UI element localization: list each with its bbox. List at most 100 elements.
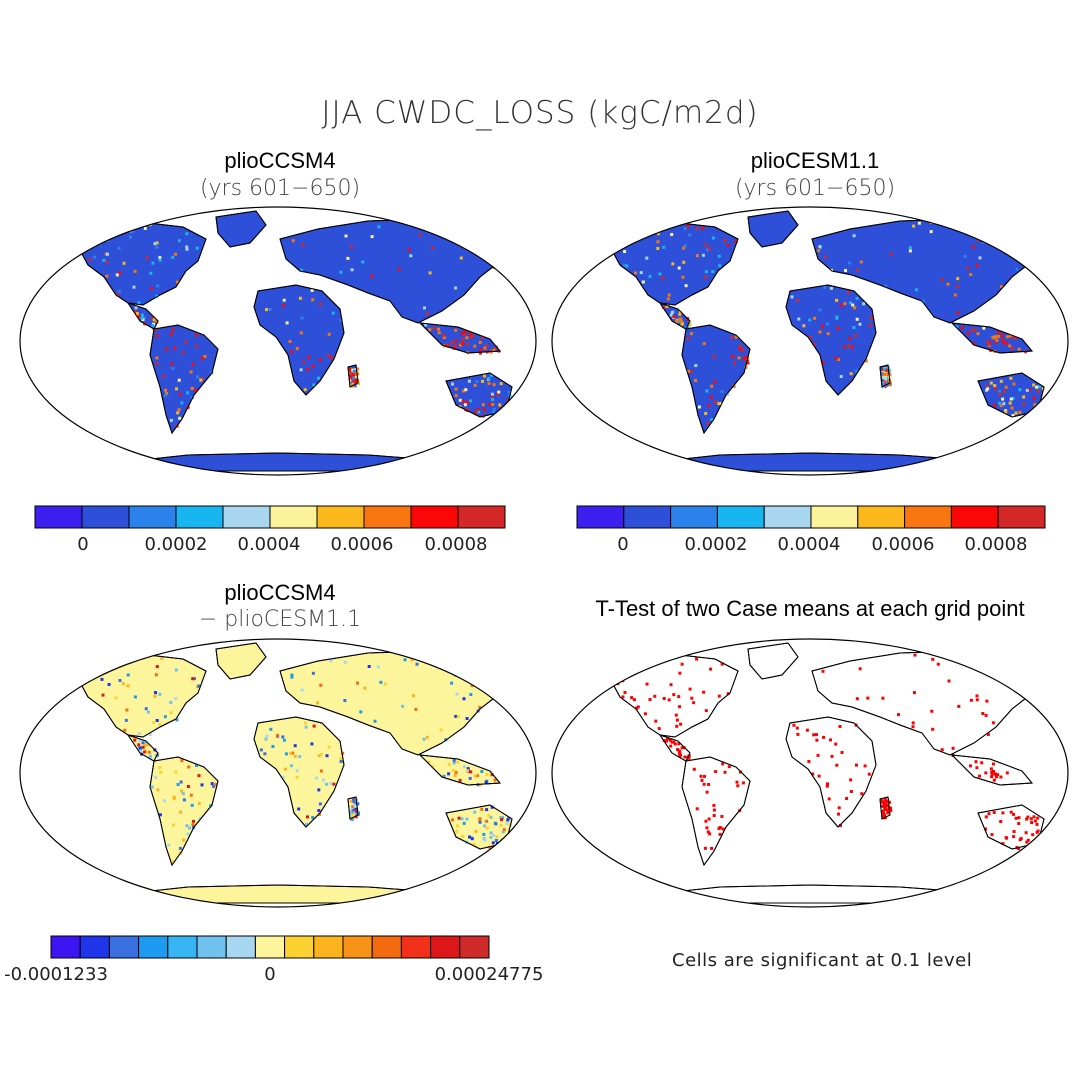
grid-cell bbox=[692, 767, 696, 771]
grid-cell bbox=[868, 323, 872, 327]
grid-cell bbox=[707, 783, 711, 786]
grid-cell bbox=[148, 756, 152, 760]
grid-cell bbox=[506, 398, 510, 402]
grid-cell bbox=[483, 374, 486, 378]
grid-cell bbox=[827, 797, 831, 801]
grid-cell bbox=[690, 332, 693, 336]
grid-cell bbox=[169, 700, 173, 704]
grid-cell bbox=[808, 318, 812, 322]
grid-cell bbox=[200, 357, 204, 361]
grid-cell bbox=[687, 369, 690, 373]
map-panel-a bbox=[19, 206, 537, 476]
grid-cell bbox=[354, 373, 358, 377]
grid-cell bbox=[854, 333, 858, 337]
grid-cell bbox=[179, 780, 183, 784]
grid-cell bbox=[707, 404, 711, 407]
grid-cell bbox=[679, 319, 683, 323]
grid-cell bbox=[492, 407, 496, 411]
grid-cell bbox=[683, 326, 687, 329]
grid-cell bbox=[634, 271, 637, 275]
grid-cell bbox=[101, 693, 105, 697]
grid-cell bbox=[158, 258, 162, 262]
grid-cell bbox=[953, 293, 957, 297]
grid-cell bbox=[169, 332, 173, 336]
grid-cell bbox=[316, 701, 320, 705]
grid-cell bbox=[839, 303, 843, 307]
colorbar-swatch bbox=[670, 505, 718, 529]
grid-cell bbox=[1022, 395, 1026, 399]
grid-cell bbox=[295, 769, 299, 773]
grid-cell bbox=[1025, 840, 1029, 844]
grid-cell bbox=[350, 817, 354, 821]
grid-cell bbox=[682, 246, 686, 250]
panel-d-title: T-Test of two Case means at each grid po… bbox=[595, 596, 1025, 621]
grid-cell bbox=[144, 707, 148, 711]
grid-cell bbox=[473, 810, 477, 814]
grid-cell bbox=[487, 382, 491, 385]
grid-cell bbox=[1026, 838, 1030, 842]
grid-cell bbox=[1005, 771, 1009, 775]
grid-cell bbox=[329, 781, 333, 785]
grid-cell bbox=[158, 722, 162, 726]
grid-cell bbox=[492, 348, 496, 352]
grid-cell bbox=[656, 240, 660, 244]
grid-cell bbox=[349, 808, 353, 812]
grid-cell bbox=[705, 790, 709, 794]
grid-cell bbox=[491, 841, 495, 845]
panel-a-title: plioCCSM4 bbox=[224, 148, 336, 173]
grid-cell bbox=[688, 687, 692, 691]
grid-cell bbox=[854, 369, 858, 373]
grid-cell bbox=[997, 330, 1001, 334]
grid-cell bbox=[502, 678, 506, 681]
grid-cell bbox=[285, 321, 289, 325]
grid-cell bbox=[723, 239, 727, 242]
grid-cell bbox=[178, 393, 182, 397]
grid-cell bbox=[463, 330, 467, 334]
grid-cell bbox=[466, 767, 470, 771]
grid-cell bbox=[837, 806, 841, 810]
grid-cell bbox=[188, 826, 192, 830]
grid-cell bbox=[167, 843, 171, 847]
grid-cell bbox=[847, 291, 850, 294]
grid-cell bbox=[191, 362, 195, 366]
grid-cell bbox=[176, 411, 180, 415]
grid-cell bbox=[974, 760, 978, 764]
grid-cell bbox=[143, 750, 147, 754]
grid-cell bbox=[271, 745, 275, 748]
grid-cell bbox=[305, 822, 308, 826]
grid-cell bbox=[289, 764, 293, 768]
grid-cell bbox=[479, 351, 482, 355]
grid-cell bbox=[838, 725, 842, 728]
grid-cell bbox=[840, 751, 844, 754]
grid-cell bbox=[214, 782, 218, 786]
grid-cell bbox=[882, 800, 886, 804]
grid-cell bbox=[990, 772, 994, 776]
grid-cell bbox=[1031, 673, 1035, 677]
grid-cell bbox=[855, 317, 859, 321]
grid-cell bbox=[159, 770, 163, 774]
grid-cell bbox=[507, 816, 511, 820]
grid-cell bbox=[709, 395, 713, 399]
grid-cell bbox=[717, 694, 721, 698]
grid-cell bbox=[690, 370, 694, 373]
colorbar-swatch bbox=[50, 935, 81, 959]
grid-cell bbox=[836, 358, 840, 361]
grid-cell bbox=[343, 699, 347, 702]
grid-cell bbox=[720, 815, 724, 818]
grid-cell bbox=[423, 220, 427, 224]
grid-cell bbox=[140, 313, 144, 317]
grid-cell bbox=[477, 410, 481, 414]
grid-cell bbox=[995, 338, 999, 342]
grid-cell bbox=[971, 341, 975, 345]
grid-cell bbox=[363, 686, 367, 690]
grid-cell bbox=[908, 249, 912, 253]
grid-cell bbox=[187, 765, 191, 769]
grid-cell bbox=[327, 332, 331, 336]
grid-cell bbox=[310, 288, 314, 292]
grid-cell bbox=[1036, 816, 1040, 820]
grid-cell bbox=[480, 770, 484, 773]
grid-cell bbox=[1004, 836, 1008, 840]
grid-cell bbox=[993, 403, 997, 407]
grid-cell bbox=[356, 367, 359, 371]
grid-cell bbox=[708, 247, 712, 251]
